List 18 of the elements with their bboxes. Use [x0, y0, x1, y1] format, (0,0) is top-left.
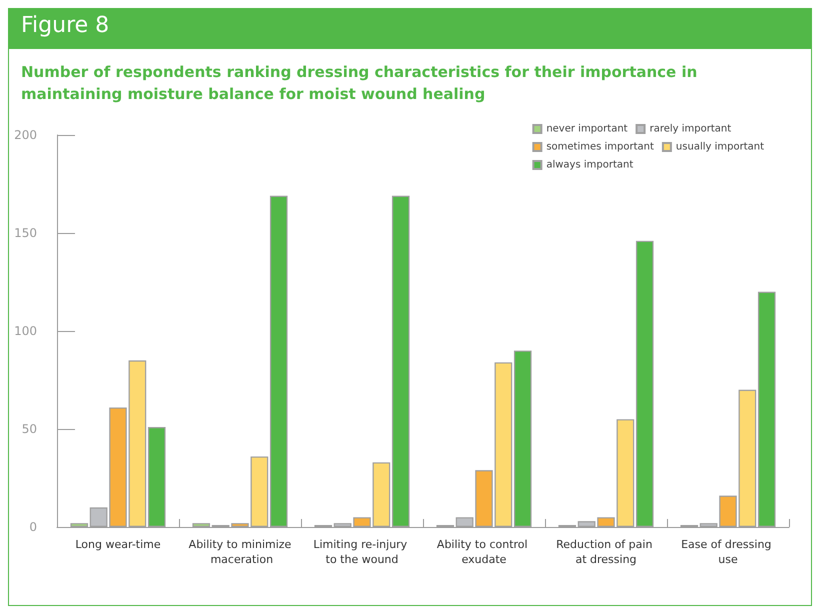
legend-label: always important: [546, 160, 634, 170]
x-tick-label: Reduction of pain at dressing: [556, 538, 656, 566]
legend-label: never important: [546, 124, 628, 134]
x-tick-label: Limiting re-injury to the wound: [313, 538, 411, 566]
legend-label: sometimes important: [546, 142, 654, 152]
x-tick-label: Ability to control exudate: [436, 538, 532, 566]
x-tick-label: Ease of dressing use: [681, 538, 775, 566]
y-tick-label: 0: [29, 520, 37, 534]
y-tick-label: 200: [14, 128, 37, 142]
y-tick-label: 50: [22, 422, 37, 436]
legend-label: rarely important: [650, 124, 732, 134]
x-tick-label: Ability to minimize maceration: [188, 538, 292, 566]
y-tick-label: 150: [14, 226, 37, 240]
legend-label: usually important: [676, 142, 764, 152]
chart-title: Figure 8: [9, 9, 811, 49]
chart-subtitle: Number of respondents ranking dressing characteristics for their importance in maintaining moisture balance for moist wound healing: [20, 62, 698, 105]
y-tick-label: 100: [14, 324, 37, 338]
x-tick-label: Long wear-time: [75, 538, 161, 551]
